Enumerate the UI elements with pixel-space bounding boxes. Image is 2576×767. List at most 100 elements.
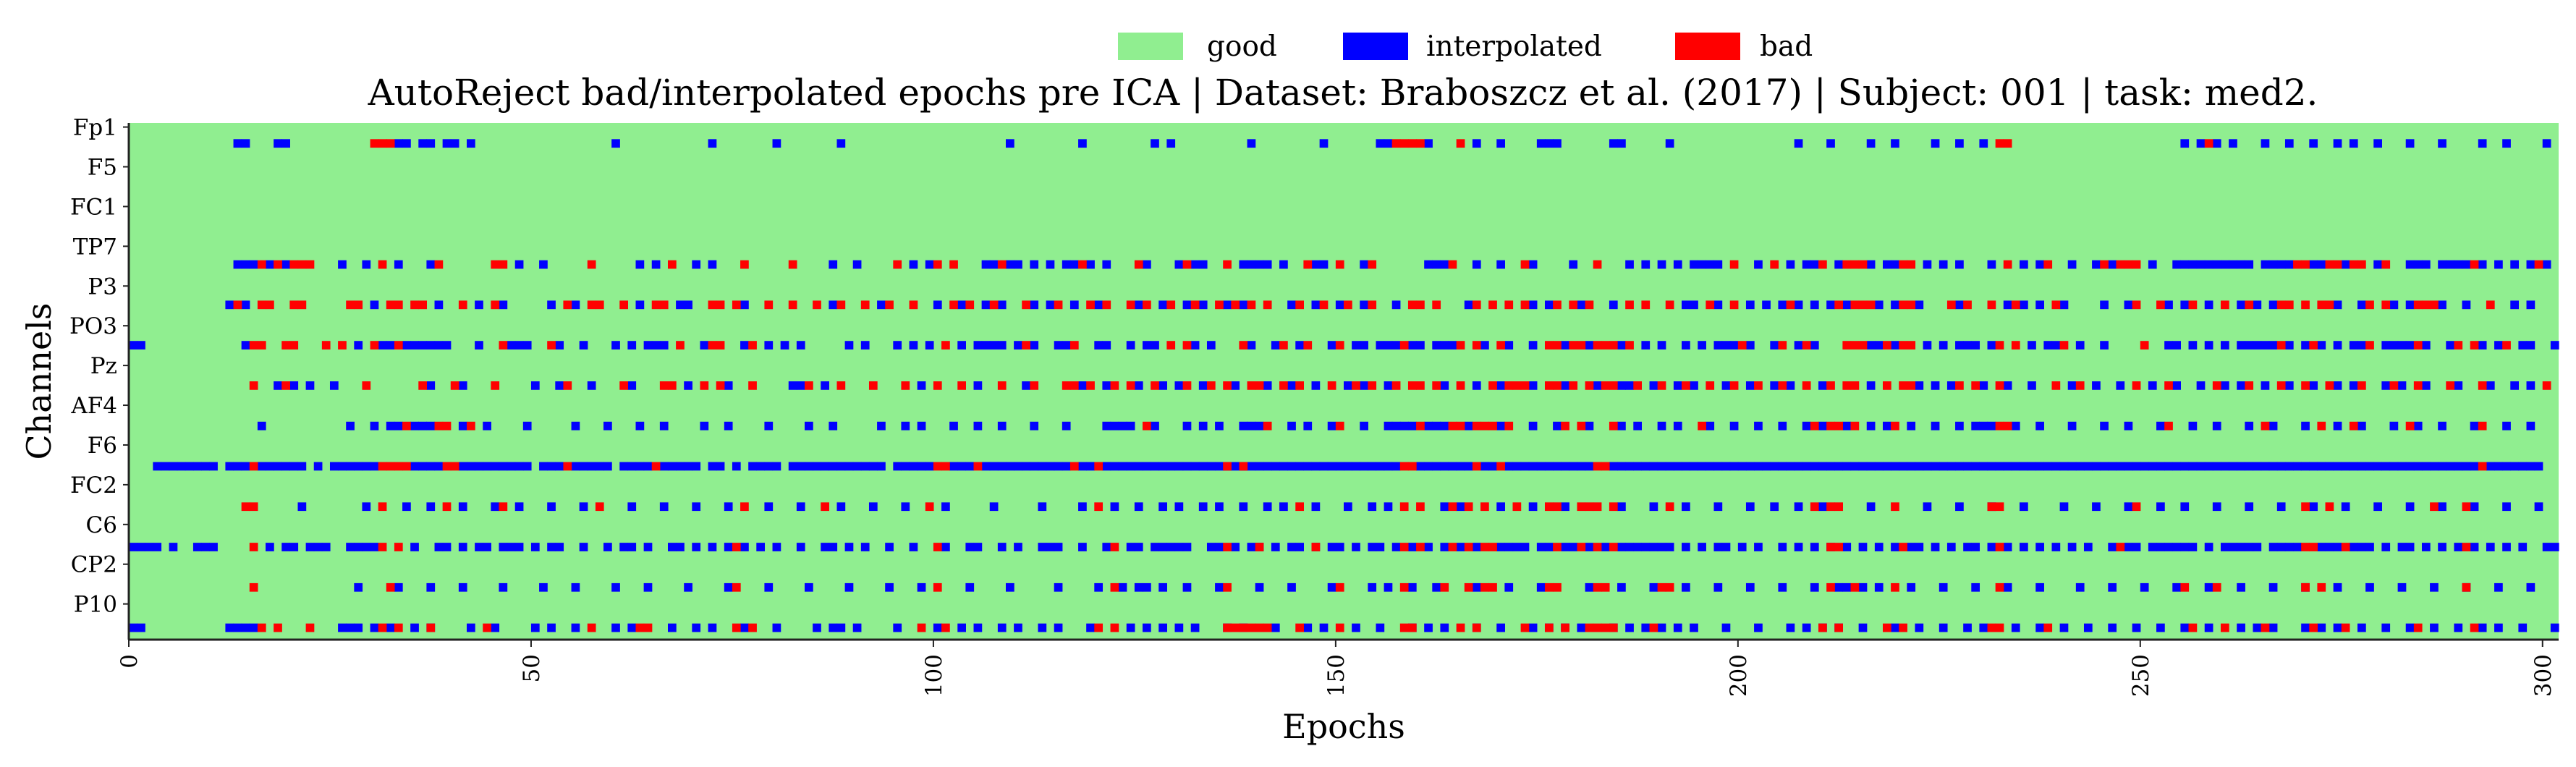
cell-interpolated-F6-epoch-287	[2438, 462, 2446, 471]
cell-interpolated-AF4-epoch-146	[1303, 421, 1313, 431]
cell-interpolated-P10-epoch-42	[467, 623, 475, 632]
cell-interpolated-AF4-epoch-298	[2526, 421, 2535, 431]
cell-interpolated-P3-epoch-147	[1311, 300, 1321, 310]
cell-interpolated-F6-epoch-217	[1874, 462, 1884, 471]
cell-interpolated-FC2-epoch-271	[2309, 502, 2318, 512]
cell-bad-FC2-epoch-270	[2301, 502, 2310, 512]
cell-interpolated-Pz-epoch-282	[2397, 381, 2407, 390]
cell-interpolated-F6-epoch-149	[1327, 462, 1336, 471]
cell-interpolated-F6-epoch-284	[2413, 462, 2423, 471]
cell-interpolated-P3-epoch-248	[2124, 300, 2133, 310]
cell-interpolated-TP7-epoch-206	[1786, 260, 1795, 269]
cell-interpolated-P10-epoch-219	[1891, 623, 1899, 632]
cell-interpolated-PO3-epoch-288	[2446, 341, 2455, 349]
cell-interpolated-P10-epoch-272	[2317, 623, 2326, 632]
cell-bad-P10-epoch-22	[305, 623, 315, 632]
cell-bad-P3-epoch-79	[764, 300, 774, 310]
cell-interpolated-C6-epoch-35	[410, 543, 419, 551]
cell-bad-PO3-epoch-72	[708, 341, 717, 349]
cell-interpolated-Pz-epoch-18	[274, 381, 282, 390]
cell-bad-Pz-epoch-160	[1416, 381, 1425, 390]
cell-interpolated-PO3-epoch-126	[1143, 341, 1151, 349]
cell-interpolated-P3-epoch-266	[2268, 300, 2278, 310]
cell-interpolated-C6-epoch-190	[1657, 543, 1666, 551]
cell-interpolated-FC2-epoch-141	[1263, 502, 1272, 512]
cell-interpolated-PO3-epoch-201	[1745, 341, 1755, 349]
cell-interpolated-F6-epoch-256	[2188, 462, 2198, 471]
cell-bad-P3-epoch-234	[2011, 300, 2020, 310]
cell-interpolated-F6-epoch-46	[499, 462, 508, 471]
cell-interpolated-C6-epoch-144	[1287, 543, 1296, 551]
cell-interpolated-C6-epoch-178	[1561, 543, 1569, 551]
cell-bad-PO3-epoch-284	[2413, 341, 2423, 349]
cell-interpolated-FC2-epoch-210	[1818, 502, 1827, 512]
cell-interpolated-C6-epoch-189	[1649, 543, 1658, 551]
cell-interpolated-FC2-epoch-29	[362, 502, 371, 512]
cell-interpolated-P10-epoch-1	[137, 623, 145, 632]
cell-interpolated-AF4-epoch-138	[1239, 421, 1248, 431]
cell-interpolated-PO3-epoch-262	[2237, 341, 2245, 349]
cell-interpolated-P3-epoch-30	[370, 300, 379, 310]
cell-interpolated-PO3-epoch-115	[1054, 341, 1063, 349]
cell-bad-C6-epoch-220	[1899, 543, 1907, 551]
cell-interpolated-C6-epoch-0	[129, 543, 137, 551]
cell-interpolated-F6-epoch-295	[2502, 462, 2511, 471]
cell-interpolated-PO3-epoch-36	[418, 341, 428, 349]
cell-interpolated-Pz-epoch-182	[1593, 381, 1602, 390]
cell-bad-P3-epoch-212	[1834, 300, 1843, 310]
cell-interpolated-Fp1-epoch-13	[233, 139, 242, 148]
cell-interpolated-F6-epoch-45	[491, 462, 500, 471]
cell-interpolated-C6-epoch-205	[1778, 543, 1787, 551]
cell-interpolated-C6-epoch-128	[1158, 543, 1167, 551]
cell-interpolated-C6-epoch-134	[1206, 543, 1216, 551]
cell-interpolated-TP7-epoch-51	[539, 260, 548, 269]
cell-interpolated-FC2-epoch-62	[627, 502, 637, 512]
cell-interpolated-F6-epoch-164	[1448, 462, 1457, 471]
cell-bad-Pz-epoch-273	[2325, 381, 2334, 390]
cell-interpolated-PO3-epoch-99	[925, 341, 934, 349]
cell-interpolated-PO3-epoch-53	[555, 341, 564, 349]
cell-interpolated-FC2-epoch-197	[1713, 502, 1723, 512]
cell-interpolated-C6-epoch-24	[321, 543, 331, 551]
cell-interpolated-AF4-epoch-185	[1617, 421, 1626, 431]
cell-interpolated-TP7-epoch-192	[1673, 260, 1682, 269]
cell-bad-C6-epoch-122	[1110, 543, 1119, 551]
cell-bad-P3-epoch-129	[1166, 300, 1176, 310]
cell-interpolated-F6-epoch-4	[161, 462, 170, 471]
cell-bad-TP7-epoch-214	[1850, 260, 1860, 269]
cell-interpolated-PO3-epoch-105	[973, 341, 983, 349]
cell-bad-F6-epoch-182	[1593, 462, 1602, 471]
cell-bad-P3-epoch-126	[1143, 300, 1151, 310]
cell-bad-P10-epoch-139	[1247, 623, 1256, 632]
cell-bad-PO3-epoch-131	[1182, 341, 1192, 349]
cell-bad-C6-epoch-212	[1834, 543, 1843, 551]
cell-interpolated-C6-epoch-114	[1046, 543, 1055, 551]
cell-interpolated-F6-epoch-56	[579, 462, 588, 471]
cell-bad-PO3-epoch-158	[1399, 341, 1409, 349]
cell-interpolated-Fp1-epoch-287	[2438, 139, 2446, 148]
cell-interpolated-Fp1-epoch-155	[1376, 139, 1385, 148]
cell-interpolated-AF4-epoch-231	[1987, 421, 1996, 431]
cell-interpolated-TP7-epoch-235	[2020, 260, 2028, 269]
cell-interpolated-F6-epoch-21	[297, 462, 307, 471]
cell-interpolated-P3-epoch-298	[2526, 300, 2535, 310]
cell-bad-P3-epoch-36	[418, 300, 428, 310]
cell-interpolated-P3-epoch-46	[499, 300, 508, 310]
cell-interpolated-FC2-epoch-295	[2502, 502, 2511, 512]
cell-interpolated-AF4-epoch-216	[1866, 421, 1876, 431]
cell-interpolated-AF4-epoch-36	[418, 421, 428, 431]
cell-bad-C6-epoch-136	[1223, 543, 1232, 551]
cell-interpolated-F6-epoch-262	[2237, 462, 2245, 471]
cell-interpolated-P10-epoch-13	[233, 623, 242, 632]
cell-bad-C6-epoch-164	[1448, 543, 1457, 551]
cell-interpolated-C6-epoch-269	[2293, 543, 2302, 551]
cell-interpolated-FC2-epoch-207	[1794, 502, 1803, 512]
cell-bad-TP7-epoch-164	[1448, 260, 1457, 269]
cell-bad-P3-epoch-186	[1625, 300, 1634, 310]
cell-interpolated-F6-epoch-198	[1721, 462, 1731, 471]
cell-interpolated-P10-epoch-215	[1858, 623, 1868, 632]
cell-interpolated-Fp1-epoch-39	[442, 139, 452, 148]
cell-interpolated-C6-epoch-28	[354, 543, 363, 551]
cell-bad-TP7-epoch-45	[491, 260, 500, 269]
cell-interpolated-F6-epoch-270	[2301, 462, 2310, 471]
